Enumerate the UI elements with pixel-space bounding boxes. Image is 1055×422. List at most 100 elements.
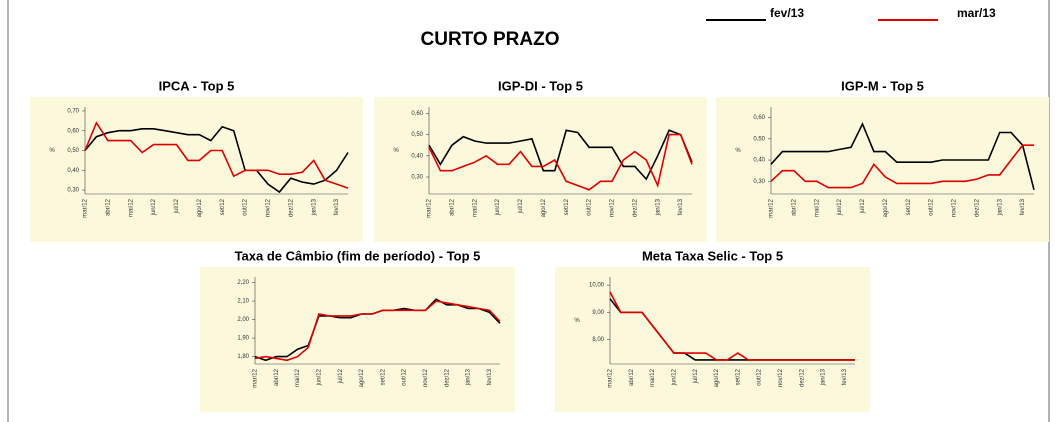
x-tick-label: mai/12 (814, 198, 820, 217)
x-tick-label: jun/12 (151, 198, 157, 216)
x-tick-label: dez/12 (974, 198, 980, 217)
x-tick-label: abr/12 (629, 368, 635, 386)
x-tick-label: mar/12 (83, 198, 89, 217)
x-tick-label: abr/12 (105, 198, 111, 216)
x-tick-label: ago/12 (883, 198, 889, 217)
x-tick-label: nov/12 (610, 198, 616, 217)
x-tick-label: mar/12 (427, 198, 433, 217)
y-tick-label: 9,00 (592, 310, 604, 316)
x-tick-label: nov/12 (778, 368, 784, 387)
y-tick-label: 0,40 (67, 168, 79, 174)
page-title: CURTO PRAZO (421, 29, 560, 50)
x-tick-label: out/12 (929, 198, 935, 215)
x-tick-label: mai/12 (650, 368, 656, 387)
y-tick-label: 2,00 (237, 317, 249, 323)
x-tick-label: dez/12 (632, 198, 638, 217)
y-tick-label: 0,50 (67, 148, 79, 154)
x-tick-label: jun/12 (671, 368, 677, 386)
y-tick-label: 2,10 (237, 299, 249, 305)
y-tick-label: 0,60 (753, 115, 765, 121)
x-tick-label: fev/13 (678, 198, 684, 215)
x-tick-label: set/12 (735, 368, 741, 385)
x-tick-label: set/12 (564, 198, 570, 215)
series-line (84, 121, 349, 189)
x-tick-label: ago/12 (541, 198, 547, 217)
x-tick-label: jan/13 (466, 368, 472, 386)
series-line (609, 291, 855, 361)
panel (200, 267, 515, 412)
series-line (770, 122, 1035, 190)
series-line (428, 129, 693, 181)
x-tick-label: set/12 (906, 198, 912, 215)
x-tick-label: set/12 (380, 368, 386, 385)
y-tick-label: 0,60 (411, 111, 423, 117)
y-axis-label: % (49, 148, 55, 154)
y-tick-label: 0,30 (67, 188, 79, 194)
x-tick-label: abr/12 (449, 198, 455, 216)
panel (716, 97, 1049, 242)
x-tick-label: out/12 (402, 368, 408, 385)
y-tick-label: 10,00 (589, 283, 605, 289)
x-tick-label: jan/13 (997, 198, 1003, 216)
y-tick-label: 0,50 (411, 132, 423, 138)
x-tick-label: jul/12 (518, 198, 524, 214)
legend-label: mar/13 (957, 6, 996, 20)
x-tick-label: nov/12 (266, 198, 272, 217)
y-tick-label: 0,30 (753, 179, 765, 185)
chart-title: Meta Taxa Selic - Top 5 (642, 248, 783, 263)
x-tick-label: mar/12 (608, 368, 614, 387)
x-tick-label: dez/12 (444, 368, 450, 387)
x-tick-label: abr/12 (791, 198, 797, 216)
x-tick-label: jun/12 (316, 368, 322, 386)
x-tick-label: mar/12 (253, 368, 259, 387)
x-tick-label: jan/13 (311, 198, 317, 216)
x-tick-label: jun/12 (495, 198, 501, 216)
y-axis-label: % (574, 318, 580, 324)
x-tick-label: set/12 (220, 198, 226, 215)
x-tick-label: fev/13 (842, 368, 848, 385)
x-tick-label: jul/12 (174, 198, 180, 214)
series-line (84, 125, 349, 194)
x-tick-label: jan/13 (655, 198, 661, 216)
x-tick-label: mar/12 (769, 198, 775, 217)
x-tick-label: mai/12 (472, 198, 478, 217)
panel (30, 97, 363, 242)
chart-title: IPCA - Top 5 (159, 78, 235, 93)
panel (374, 97, 707, 242)
x-tick-label: jul/12 (338, 368, 344, 384)
chart-title: IGP-DI - Top 5 (498, 78, 583, 93)
x-tick-label: nov/12 (423, 368, 429, 387)
y-tick-label: 2,20 (237, 280, 249, 286)
x-tick-label: fev/13 (1020, 198, 1026, 215)
y-tick-label: 0,30 (411, 175, 423, 181)
chart-title: IGP-M - Top 5 (841, 78, 924, 93)
y-tick-label: 1,80 (237, 354, 249, 360)
y-tick-label: 0,60 (67, 128, 79, 134)
y-tick-label: 1,90 (237, 336, 249, 342)
y-tick-label: 0,70 (67, 109, 79, 115)
x-tick-label: fev/13 (487, 368, 493, 385)
x-tick-label: dez/12 (799, 368, 805, 387)
x-tick-label: jan/13 (821, 368, 827, 386)
x-tick-label: jul/12 (860, 198, 866, 214)
series-line (254, 300, 501, 362)
legend-label: fev/13 (770, 6, 804, 20)
x-tick-label: ago/12 (197, 198, 203, 217)
chart-title: Taxa de Câmbio (fim de período) - Top 5 (235, 248, 481, 263)
series-line (770, 144, 1034, 189)
y-tick-label: 0,40 (411, 153, 423, 159)
x-tick-label: ago/12 (359, 368, 365, 387)
y-tick-label: 8,00 (592, 337, 604, 343)
x-tick-label: out/12 (587, 198, 593, 215)
x-tick-label: mai/12 (128, 198, 134, 217)
x-tick-label: fev/13 (334, 198, 340, 215)
x-tick-label: out/12 (757, 368, 763, 385)
x-tick-label: dez/12 (288, 198, 294, 217)
y-tick-label: 0,50 (753, 136, 765, 142)
x-tick-label: out/12 (243, 198, 249, 215)
x-tick-label: jun/12 (837, 198, 843, 216)
x-tick-label: nov/12 (952, 198, 958, 217)
x-tick-label: mai/12 (295, 368, 301, 387)
series-line (428, 133, 693, 191)
